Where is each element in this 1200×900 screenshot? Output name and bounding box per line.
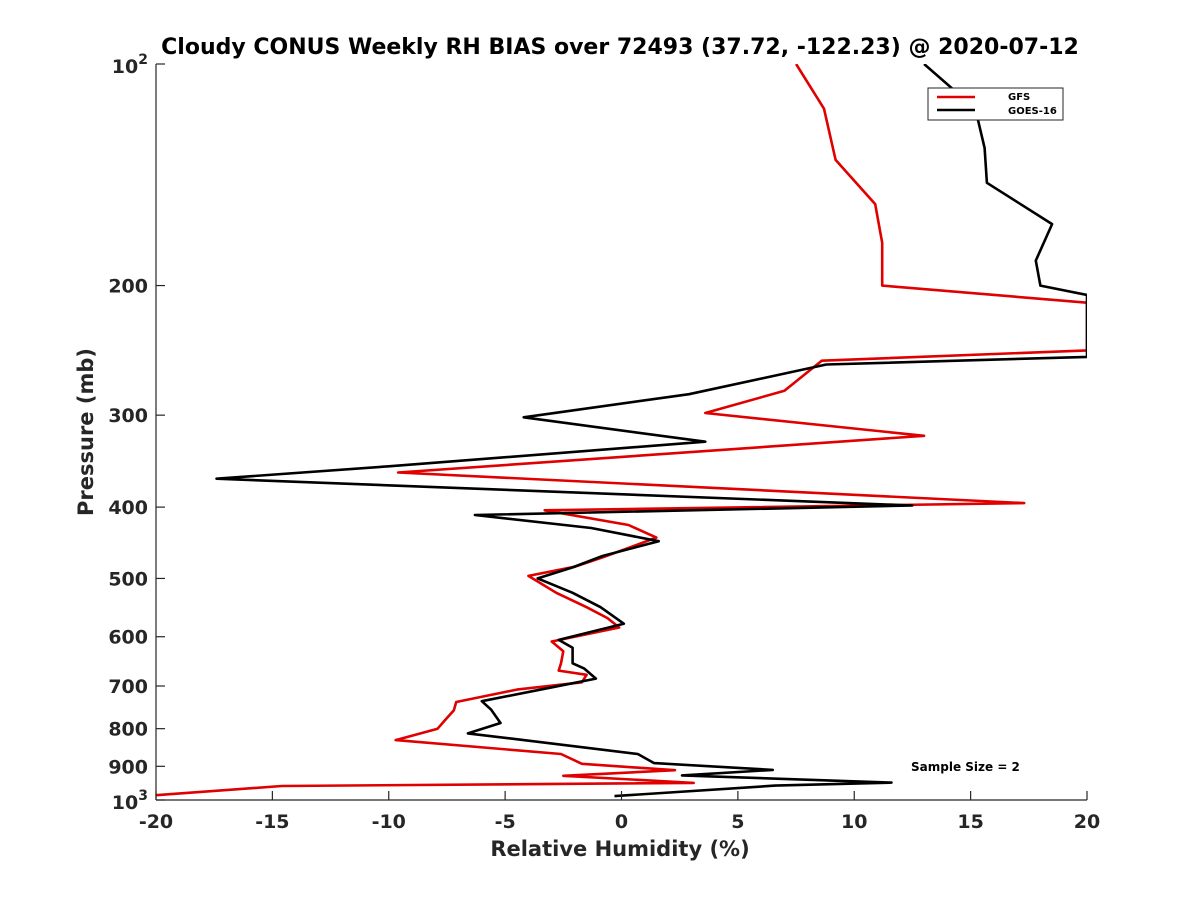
x-tick-label: 0 <box>615 811 628 833</box>
y-tick-label: 102 <box>112 52 148 78</box>
series-line-gfs <box>156 64 1087 797</box>
y-tick-label: 600 <box>108 627 148 649</box>
sample-size-annotation: Sample Size = 2 <box>911 760 1020 774</box>
x-tick-label: -20 <box>139 811 173 833</box>
x-tick-label: 10 <box>841 811 867 833</box>
y-tick-label: 800 <box>108 719 148 741</box>
y-axis-label: Pressure (mb) <box>74 348 98 516</box>
y-tick-label: 200 <box>108 276 148 298</box>
x-tick-label: 20 <box>1074 811 1100 833</box>
y-tick-label: 500 <box>108 568 148 590</box>
y-tick-label: 900 <box>108 756 148 778</box>
legend-label-gfs: GFS <box>1008 92 1030 103</box>
axes <box>155 63 1088 801</box>
x-tick-label: 15 <box>957 811 983 833</box>
chart-title: Cloudy CONUS Weekly RH BIAS over 72493 (… <box>161 35 1079 60</box>
series-line-goes16 <box>215 64 1087 798</box>
legend-box <box>927 87 1064 121</box>
x-tick-label: 5 <box>731 811 744 833</box>
legend-label-goes16: GOES-16 <box>1008 106 1057 117</box>
plot-area <box>156 64 1087 800</box>
y-tick-label: 103 <box>112 788 148 814</box>
x-tick-label: -15 <box>255 811 289 833</box>
x-axis-label: Relative Humidity (%) <box>490 837 749 861</box>
y-tick-label: 400 <box>108 497 148 519</box>
x-tick-label: -5 <box>495 811 516 833</box>
x-tick-label: -10 <box>372 811 406 833</box>
tick-labels: -20 -15 -10 -5 0 5 10 15 20 102 200 300 400 500 600 700… <box>108 52 1100 833</box>
series-layer <box>156 64 1087 798</box>
legend: GFS GOES-16 <box>927 87 1064 121</box>
y-tick-label: 300 <box>108 405 148 427</box>
y-tick-label: 700 <box>108 676 148 698</box>
